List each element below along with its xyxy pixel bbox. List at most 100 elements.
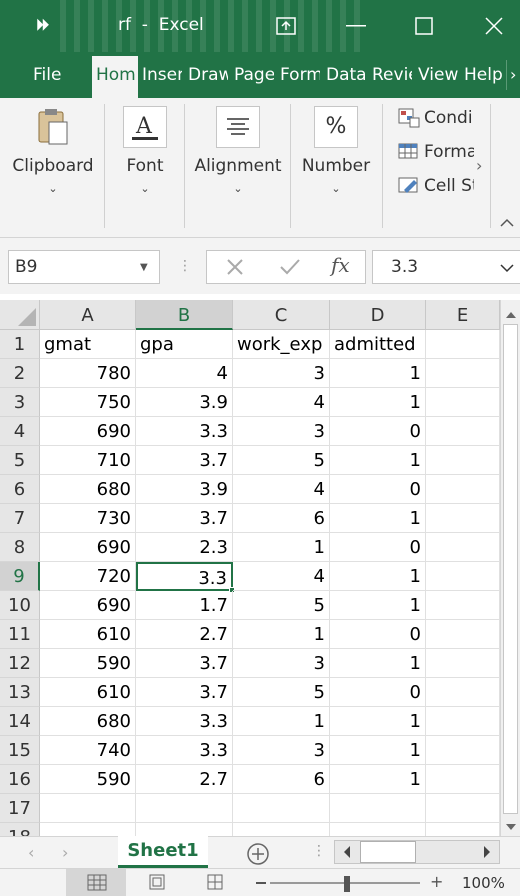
row-header-17[interactable]: 17 <box>0 794 40 823</box>
normal-view-button[interactable] <box>66 869 126 896</box>
alignment-group[interactable]: Alignment ⌄ <box>192 98 284 230</box>
cell-e5[interactable] <box>426 446 500 475</box>
cell-e6[interactable] <box>426 475 500 504</box>
cell-d4[interactable]: 0 <box>330 417 426 446</box>
column-header-b[interactable]: B <box>136 300 233 330</box>
cell-styles-button[interactable]: Cell St <box>398 176 474 202</box>
minimize-button[interactable] <box>330 0 382 52</box>
cell-e7[interactable] <box>426 504 500 533</box>
cell-d7[interactable]: 1 <box>330 504 426 533</box>
clipboard-group[interactable]: Clipboard ⌄ <box>8 98 98 230</box>
cell-b8[interactable]: 2.3 <box>136 533 233 562</box>
cell-a17[interactable] <box>40 794 136 823</box>
tab-home[interactable]: Hom <box>92 56 138 98</box>
cell-b10[interactable]: 1.7 <box>136 591 233 620</box>
row-header-10[interactable]: 10 <box>0 591 40 620</box>
cell-a5[interactable]: 710 <box>40 446 136 475</box>
cell-a9[interactable]: 720 <box>40 562 136 591</box>
cell-c16[interactable]: 6 <box>233 765 330 794</box>
row-header-8[interactable]: 8 <box>0 533 40 562</box>
cell-e17[interactable] <box>426 794 500 823</box>
cell-c18[interactable] <box>233 823 330 836</box>
row-header-16[interactable]: 16 <box>0 765 40 794</box>
select-all-corner[interactable] <box>0 300 40 330</box>
number-group[interactable]: % Number ⌄ <box>298 98 374 230</box>
cell-c4[interactable]: 3 <box>233 417 330 446</box>
cell-b3[interactable]: 3.9 <box>136 388 233 417</box>
cell-e2[interactable] <box>426 359 500 388</box>
cell-c15[interactable]: 3 <box>233 736 330 765</box>
enter-check-icon[interactable] <box>279 257 301 281</box>
cell-a2[interactable]: 780 <box>40 359 136 388</box>
cell-e10[interactable] <box>426 591 500 620</box>
name-box[interactable]: B9 <box>8 250 160 284</box>
collapse-ribbon-icon[interactable] <box>500 216 514 232</box>
cell-c8[interactable]: 1 <box>233 533 330 562</box>
column-header-a[interactable]: A <box>40 300 136 330</box>
tab-help[interactable]: Help <box>464 65 503 85</box>
cell-a12[interactable]: 590 <box>40 649 136 678</box>
zoom-slider-thumb[interactable] <box>344 876 350 892</box>
cell-c1[interactable]: work_exp <box>233 330 330 359</box>
cell-d9[interactable]: 1 <box>330 562 426 591</box>
zoom-in-icon[interactable]: + <box>430 872 444 891</box>
cell-e8[interactable] <box>426 533 500 562</box>
name-box-dropdown-icon[interactable]: ▼ <box>140 262 148 273</box>
format-as-table-button[interactable]: Forma <box>398 142 474 168</box>
cell-c2[interactable]: 3 <box>233 359 330 388</box>
cell-e14[interactable] <box>426 707 500 736</box>
column-header-d[interactable]: D <box>330 300 426 330</box>
expand-formula-bar-icon[interactable] <box>500 258 514 277</box>
cell-b16[interactable]: 2.7 <box>136 765 233 794</box>
previous-sheet-icon[interactable]: ‹ <box>28 843 35 862</box>
scroll-left-icon[interactable] <box>341 844 353 864</box>
cell-b11[interactable]: 2.7 <box>136 620 233 649</box>
row-header-6[interactable]: 6 <box>0 475 40 504</box>
cell-e1[interactable] <box>426 330 500 359</box>
conditional-formatting-button[interactable]: Condi <box>398 108 474 134</box>
cell-b5[interactable]: 3.7 <box>136 446 233 475</box>
cell-e12[interactable] <box>426 649 500 678</box>
vertical-scroll-thumb[interactable] <box>503 324 518 814</box>
cell-b6[interactable]: 3.9 <box>136 475 233 504</box>
row-header-3[interactable]: 3 <box>0 388 40 417</box>
clipboard-chevron-down-icon[interactable]: ⌄ <box>48 182 58 195</box>
cell-e3[interactable] <box>426 388 500 417</box>
cell-a8[interactable]: 690 <box>40 533 136 562</box>
cell-e15[interactable] <box>426 736 500 765</box>
cell-c10[interactable]: 5 <box>233 591 330 620</box>
row-header-12[interactable]: 12 <box>0 649 40 678</box>
row-header-18[interactable]: 18 <box>0 823 40 836</box>
cell-d14[interactable]: 1 <box>330 707 426 736</box>
tab-page-layout[interactable]: Page <box>234 65 274 85</box>
cell-a7[interactable]: 730 <box>40 504 136 533</box>
row-header-1[interactable]: 1 <box>0 330 40 359</box>
tab-formulas[interactable]: Form <box>280 65 320 85</box>
row-header-11[interactable]: 11 <box>0 620 40 649</box>
formula-input[interactable]: 3.3 <box>372 250 520 284</box>
page-break-preview-icon[interactable] <box>206 873 224 891</box>
cell-a13[interactable]: 610 <box>40 678 136 707</box>
tab-review[interactable]: Revie <box>372 65 412 85</box>
zoom-out-icon[interactable] <box>256 882 266 884</box>
cell-b1[interactable]: gpa <box>136 330 233 359</box>
cell-a14[interactable]: 680 <box>40 707 136 736</box>
row-header-7[interactable]: 7 <box>0 504 40 533</box>
cell-e4[interactable] <box>426 417 500 446</box>
cell-c17[interactable] <box>233 794 330 823</box>
cell-c5[interactable]: 5 <box>233 446 330 475</box>
cell-b7[interactable]: 3.7 <box>136 504 233 533</box>
close-button[interactable] <box>468 0 520 52</box>
tab-insert[interactable]: Inser <box>142 65 182 85</box>
cell-d18[interactable] <box>330 823 426 836</box>
cell-d2[interactable]: 1 <box>330 359 426 388</box>
cell-b17[interactable] <box>136 794 233 823</box>
cancel-icon[interactable] <box>225 257 245 281</box>
tab-view[interactable]: View <box>418 65 458 85</box>
row-header-9[interactable]: 9 <box>0 562 40 591</box>
row-header-14[interactable]: 14 <box>0 707 40 736</box>
cell-a4[interactable]: 690 <box>40 417 136 446</box>
tab-file[interactable]: File <box>33 65 62 85</box>
maximize-button[interactable] <box>398 0 450 52</box>
cell-d15[interactable]: 1 <box>330 736 426 765</box>
